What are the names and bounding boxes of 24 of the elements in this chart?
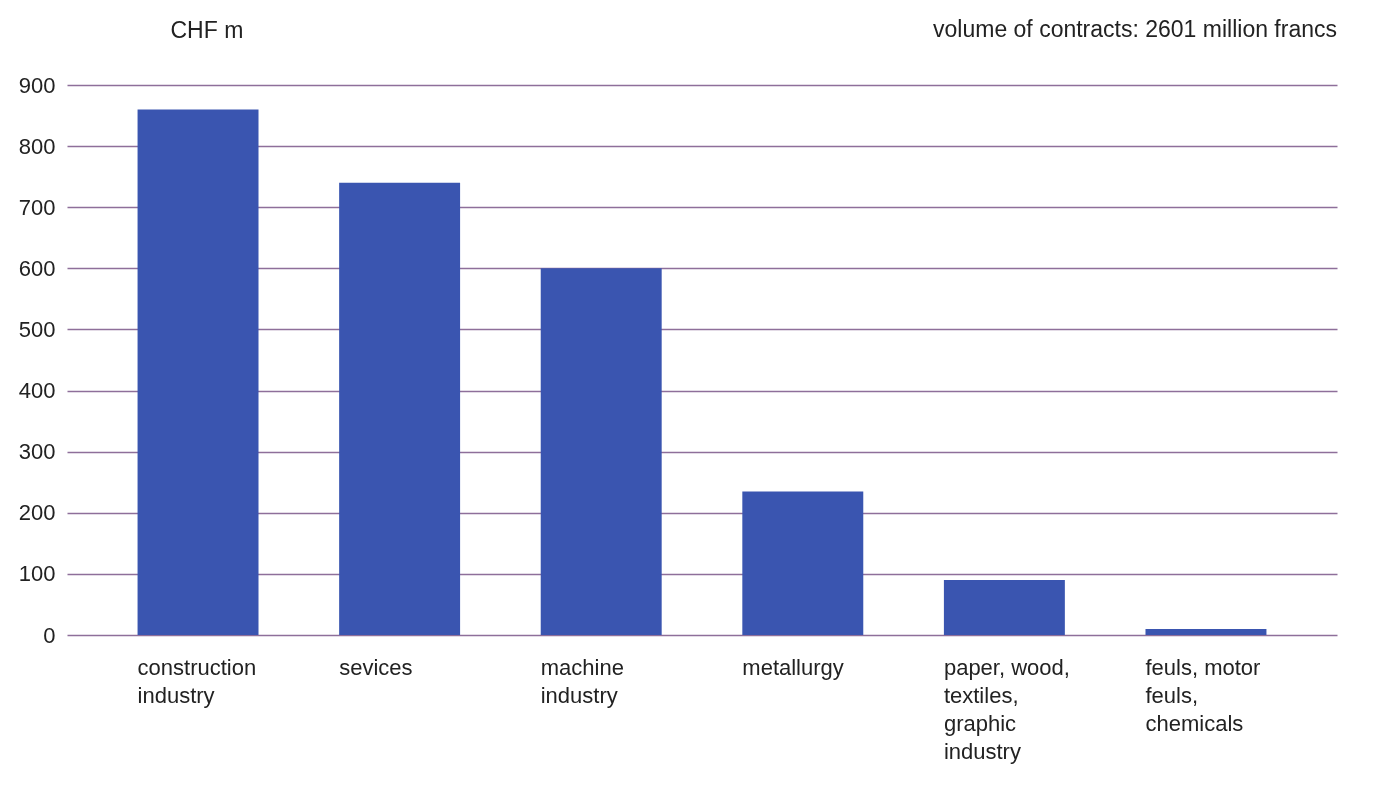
x-tick-label: paper, wood, textiles, graphic industry [943, 654, 1070, 764]
y-tick-label: 400 [18, 378, 56, 404]
y-tick-label: 0 [43, 622, 56, 648]
y-tick-label: 600 [18, 255, 56, 281]
bar [540, 268, 662, 635]
y-tick-label: 500 [18, 316, 56, 342]
text: volume of contracts: 2601 million francs [933, 16, 1337, 42]
x-tick-label: feuls, motor feuls, chemicals [1145, 654, 1261, 736]
x-tick-label: metallurgy [742, 654, 844, 680]
bar [137, 109, 259, 635]
bar [742, 491, 864, 635]
bar [339, 182, 461, 635]
bar [943, 580, 1065, 635]
y-tick-label: 900 [18, 72, 56, 98]
x-tick-label: sevices [339, 654, 413, 680]
y-axis-title: CHF m [170, 16, 244, 43]
y-tick-label: 300 [18, 439, 56, 465]
y-tick-label: 700 [18, 194, 56, 220]
bar [1145, 628, 1267, 635]
x-tick-label: construction industry [137, 654, 257, 708]
y-tick-label: 100 [18, 561, 56, 587]
y-tick-label: 200 [18, 500, 56, 526]
y-tick-label: 800 [18, 133, 56, 159]
x-tick-label: machine industry [540, 654, 624, 708]
